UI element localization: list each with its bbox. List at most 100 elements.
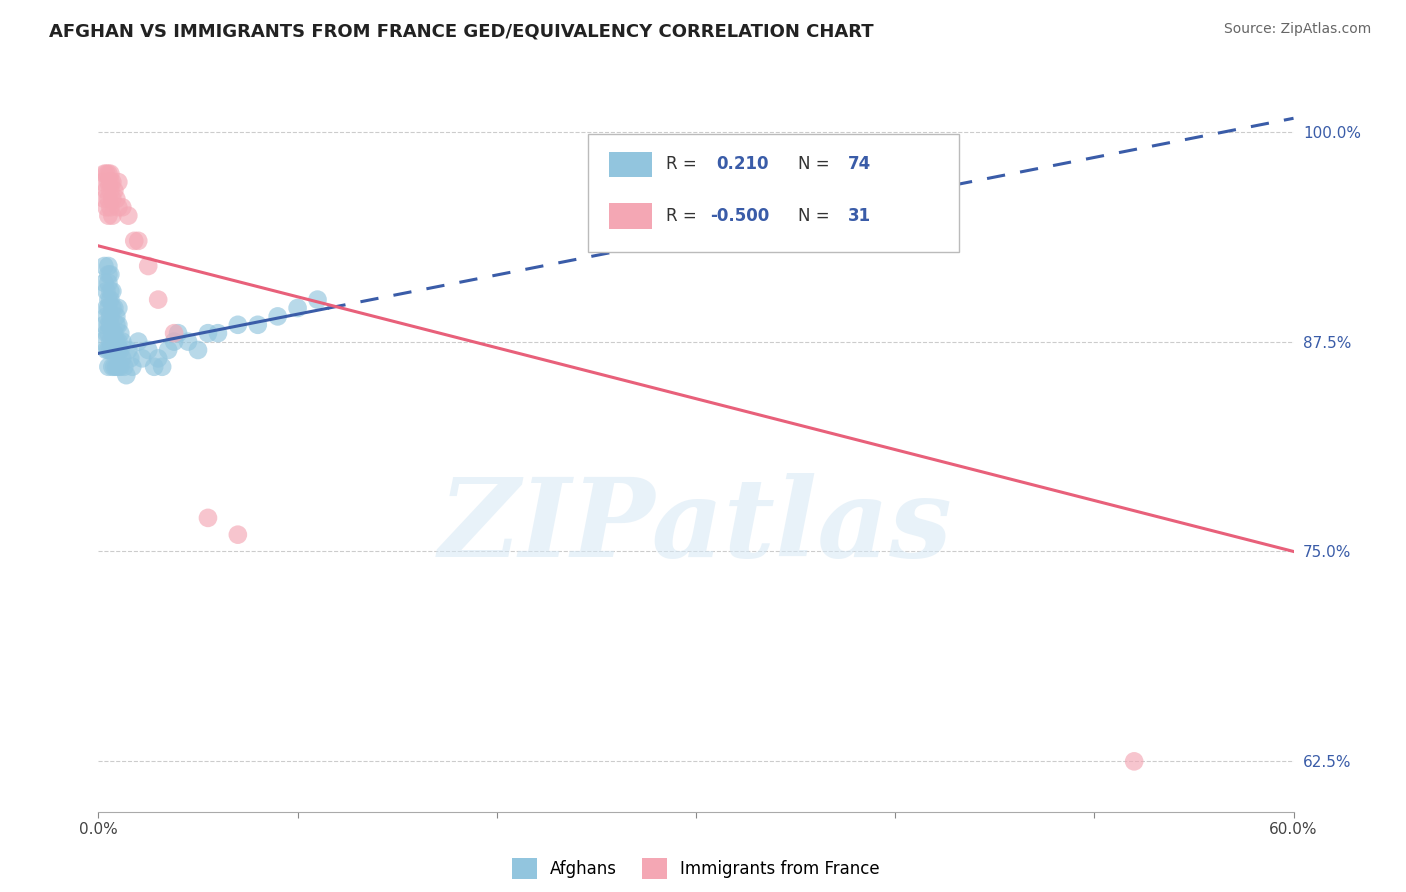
Point [148, 293, 170, 307]
Point [96, 326, 118, 341]
Point [107, 175, 129, 189]
FancyBboxPatch shape [588, 134, 959, 252]
Point [97, 192, 120, 206]
FancyBboxPatch shape [609, 152, 652, 178]
Text: AFGHAN VS IMMIGRANTS FROM FRANCE GED/EQUIVALENCY CORRELATION CHART: AFGHAN VS IMMIGRANTS FROM FRANCE GED/EQU… [49, 22, 875, 40]
Point [107, 200, 129, 214]
Point [101, 284, 124, 298]
Point [163, 326, 186, 341]
Text: R =: R = [666, 207, 697, 225]
Point [96, 343, 118, 357]
Point [93, 192, 115, 206]
Point [111, 200, 134, 214]
Point [107, 334, 129, 349]
Legend: Afghans, Immigrants from France: Afghans, Immigrants from France [505, 852, 887, 886]
Point [96, 167, 118, 181]
Point [157, 343, 180, 357]
Point [91, 175, 114, 189]
Point [136, 259, 159, 273]
Point [105, 334, 128, 349]
Point [246, 318, 269, 332]
Point [97, 326, 120, 341]
Point [105, 192, 128, 206]
Point [97, 209, 120, 223]
Point [97, 175, 120, 189]
Point [163, 334, 186, 349]
Point [226, 527, 249, 541]
Point [100, 167, 122, 181]
Point [107, 359, 129, 374]
Point [131, 351, 153, 366]
Point [97, 259, 120, 273]
Point [100, 310, 122, 324]
Point [103, 326, 125, 341]
Text: N =: N = [797, 207, 830, 225]
Point [177, 334, 200, 349]
Point [100, 200, 122, 214]
Text: R =: R = [666, 155, 697, 173]
Point [97, 343, 120, 357]
Point [96, 310, 118, 324]
Point [101, 326, 124, 341]
FancyBboxPatch shape [609, 203, 652, 228]
Point [103, 359, 125, 374]
Point [103, 301, 125, 315]
Point [267, 310, 290, 324]
Point [93, 167, 115, 181]
Point [1123, 755, 1146, 769]
Text: ZIPatlas: ZIPatlas [439, 473, 953, 580]
Point [97, 301, 120, 315]
Point [100, 293, 122, 307]
Text: N =: N = [797, 155, 830, 173]
Point [307, 293, 329, 307]
Point [117, 343, 139, 357]
Point [100, 334, 122, 349]
Point [110, 343, 132, 357]
Point [93, 276, 115, 290]
Text: Source: ZipAtlas.com: Source: ZipAtlas.com [1223, 22, 1371, 37]
Point [91, 334, 114, 349]
Point [107, 318, 129, 332]
Point [127, 234, 149, 248]
Point [197, 326, 219, 341]
Point [97, 167, 120, 181]
Text: 31: 31 [848, 207, 870, 225]
Point [115, 368, 138, 383]
Point [107, 343, 129, 357]
Point [100, 184, 122, 198]
Point [143, 359, 166, 374]
Text: -0.500: -0.500 [710, 207, 769, 225]
Point [120, 351, 142, 366]
Point [105, 310, 128, 324]
Point [101, 301, 124, 315]
Point [97, 276, 120, 290]
Point [111, 351, 134, 366]
Point [167, 326, 190, 341]
Point [100, 343, 122, 357]
Point [187, 343, 209, 357]
Point [148, 351, 170, 366]
Point [96, 284, 118, 298]
Point [101, 359, 124, 374]
Point [100, 318, 122, 332]
Point [150, 359, 173, 374]
Point [111, 334, 134, 349]
Point [124, 234, 146, 248]
Point [97, 359, 120, 374]
Point [97, 268, 120, 282]
Point [101, 192, 124, 206]
Point [103, 334, 125, 349]
Point [112, 359, 135, 374]
Point [101, 343, 124, 357]
Point [97, 293, 120, 307]
Point [100, 284, 122, 298]
Point [207, 326, 229, 341]
Point [287, 301, 309, 315]
Point [105, 343, 128, 357]
Point [101, 209, 124, 223]
Point [197, 511, 219, 525]
Point [100, 175, 122, 189]
Text: 74: 74 [848, 155, 870, 173]
Point [96, 184, 118, 198]
Point [136, 343, 159, 357]
